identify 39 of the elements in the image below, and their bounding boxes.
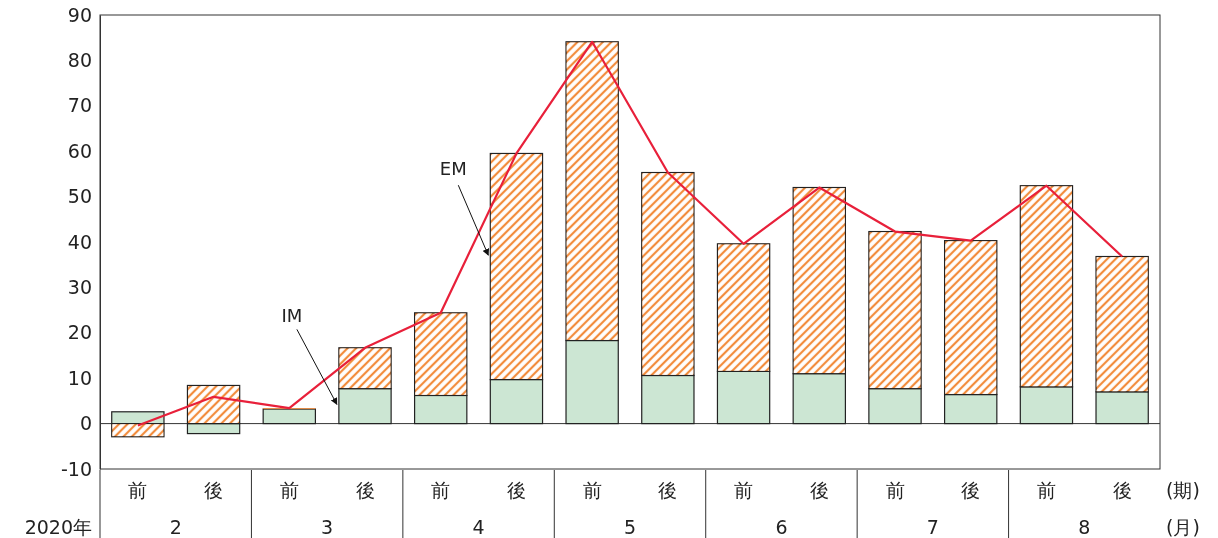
text: (月) [1166,516,1200,538]
text: 8 [1078,516,1091,538]
y-tick-label: 90 [67,3,92,26]
x-tick-label: 後 [204,479,224,501]
text: (期) [1166,479,1200,501]
x-tick-label: 後 [1112,479,1132,501]
x-tick-label: 後 [658,479,678,501]
x-tick-label: 前 [128,479,148,501]
x-tick-label: 後 [961,479,981,501]
y-tick-label: 40 [67,230,92,253]
text: 5 [623,516,637,538]
y-tick-label: 30 [67,275,92,298]
bar [262,408,317,425]
x-tick-label: 前 [582,479,602,501]
text: 3 [321,516,334,538]
text: 7 [926,516,939,538]
line-series [136,40,1124,427]
x-tick-label: 前 [885,479,905,501]
y-tick-label: -10 [60,457,92,480]
text: IM [281,305,303,327]
y-tick-label: 20 [67,321,92,344]
y-tick-label: 60 [67,139,92,162]
text: 6 [775,516,788,538]
y-tick-label: 80 [67,48,92,71]
x-tick-label: 後 [355,479,375,501]
series-label: EM [439,158,467,180]
x-tick-label: 前 [431,479,451,501]
text: 4 [472,516,485,538]
text: 2 [169,516,182,538]
y-tick-label: 0 [79,412,92,435]
x-tick-label: 後 [809,479,829,501]
x-tick-label: 後 [506,479,526,501]
y-tick-label: 50 [67,185,92,208]
x-tick-label: 前 [1036,479,1056,501]
text: 2020年 [24,516,92,538]
y-tick-label: 10 [67,366,92,389]
x-tick-label: 前 [279,479,299,501]
y-tick-label: 70 [67,94,92,117]
x-tick-label: 前 [734,479,754,501]
